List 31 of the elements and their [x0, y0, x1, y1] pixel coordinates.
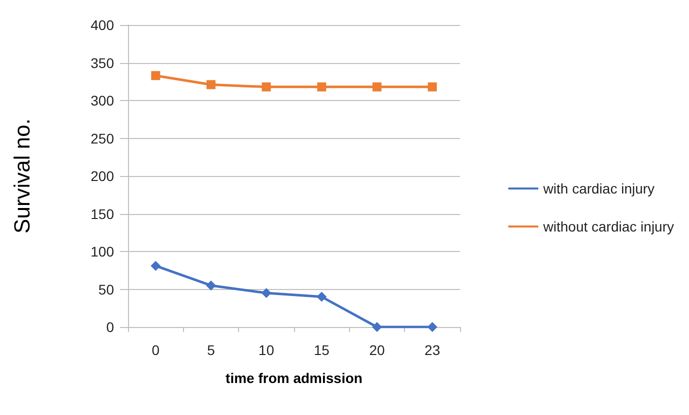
legend-label: with cardiac injury — [542, 180, 655, 196]
point — [151, 71, 160, 80]
point — [206, 80, 216, 90]
x-tick-label: 20 — [369, 342, 385, 358]
y-tick-label: 350 — [90, 54, 114, 71]
point — [428, 82, 437, 92]
x-tick-label: 5 — [207, 342, 216, 358]
x-tick-label: 23 — [424, 342, 440, 358]
point — [150, 260, 161, 271]
y-tick-label: 400 — [90, 17, 114, 33]
y-tick-label: 150 — [90, 206, 114, 222]
point — [372, 322, 382, 332]
legend-label: without cardiac injury — [542, 218, 674, 234]
y-tick-label: 300 — [90, 92, 114, 108]
y-tick-label: 250 — [90, 130, 114, 146]
point — [316, 292, 327, 302]
point — [372, 82, 382, 92]
point — [317, 82, 326, 92]
x-tick-label: 15 — [314, 342, 330, 358]
y-tick-label: 100 — [90, 244, 114, 260]
x-tick-label: 0 — [152, 342, 160, 358]
point — [206, 280, 216, 290]
point — [262, 82, 271, 92]
y-tick-label: 50 — [98, 281, 114, 298]
x-axis-title: time from admission — [226, 370, 362, 386]
x-tick-label: 10 — [258, 342, 274, 358]
point — [427, 322, 438, 332]
y-tick-label: 200 — [90, 168, 114, 184]
y-tick-label: 0 — [106, 319, 114, 335]
y-axis-title: Survival no. — [10, 118, 34, 234]
point — [261, 288, 272, 298]
